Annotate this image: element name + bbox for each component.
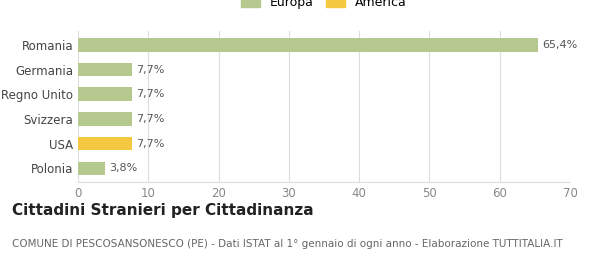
Text: 3,8%: 3,8% <box>109 163 137 173</box>
Bar <box>78 112 132 126</box>
Text: COMUNE DI PESCOSANSONESCO (PE) - Dati ISTAT al 1° gennaio di ogni anno - Elabora: COMUNE DI PESCOSANSONESCO (PE) - Dati IS… <box>12 239 563 249</box>
Text: 7,7%: 7,7% <box>136 64 165 75</box>
Text: 7,7%: 7,7% <box>136 139 165 149</box>
Text: 7,7%: 7,7% <box>136 114 165 124</box>
Bar <box>78 161 105 175</box>
Bar <box>78 63 132 76</box>
Text: 65,4%: 65,4% <box>542 40 577 50</box>
Bar <box>78 87 132 101</box>
Bar <box>78 38 538 52</box>
Text: 7,7%: 7,7% <box>136 89 165 99</box>
Bar <box>78 137 132 151</box>
Text: Cittadini Stranieri per Cittadinanza: Cittadini Stranieri per Cittadinanza <box>12 203 314 218</box>
Legend: Europa, America: Europa, America <box>238 0 410 13</box>
